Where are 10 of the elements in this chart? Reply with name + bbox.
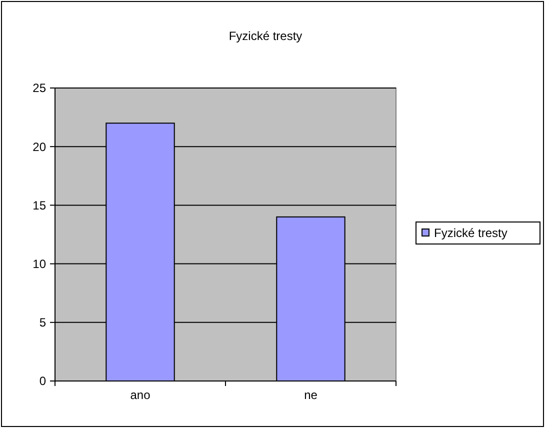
y-tick-label: 10 xyxy=(32,257,46,271)
chart-title: Fyzické tresty xyxy=(228,29,302,43)
y-tick-label: 20 xyxy=(32,140,46,154)
y-tick-label: 15 xyxy=(32,198,46,212)
y-tick-label: 25 xyxy=(32,81,46,96)
x-tick-label: ne xyxy=(304,388,318,402)
y-tick-label: 5 xyxy=(39,316,46,330)
y-tick-label: 0 xyxy=(39,374,46,388)
x-tick-label: ano xyxy=(130,388,151,402)
legend-label: Fyzické tresty xyxy=(434,226,508,240)
